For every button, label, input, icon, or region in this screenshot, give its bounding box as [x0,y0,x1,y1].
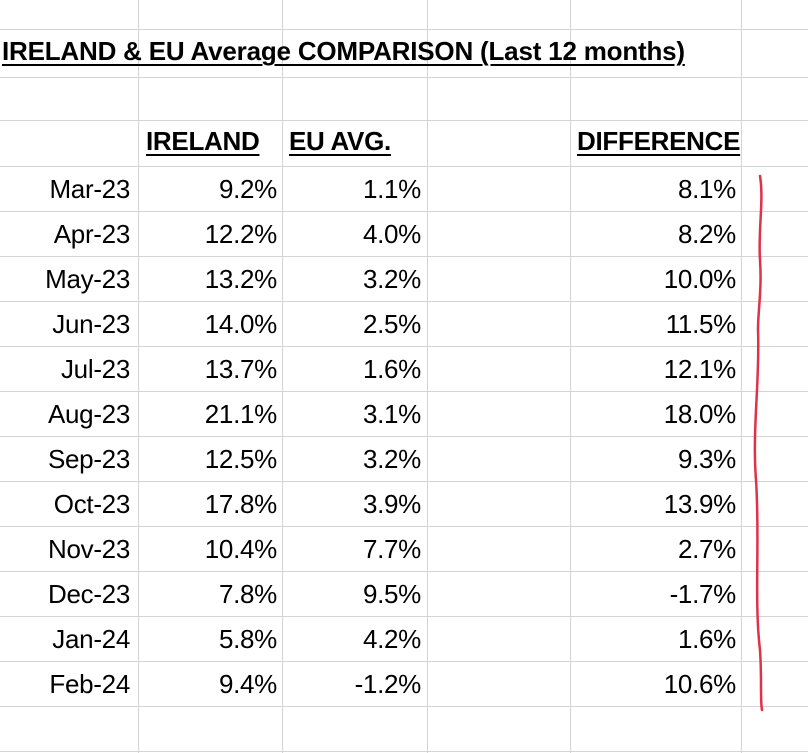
eu-avg-cell: 3.2% [362,444,421,474]
row-gridline [0,301,808,302]
row-gridline [0,751,808,752]
eu-avg-cell: 3.2% [362,264,421,294]
month-cell: May-23 [45,264,130,294]
ireland-cell: 5.8% [218,624,277,654]
table-row: Oct-23 17.8% 3.9% 13.9% [0,482,808,527]
month-cell: Feb-24 [49,669,130,699]
difference-cell: 12.1% [663,354,737,384]
difference-cell: 18.0% [663,399,737,429]
month-cell: Jul-23 [60,354,130,384]
column-gridline [570,0,571,753]
difference-cell: 2.7% [677,534,736,564]
month-cell: Aug-23 [47,399,130,429]
eu-avg-cell: 3.9% [362,489,421,519]
bracket-stroke [753,174,764,712]
eu-avg-cell: 2.5% [362,309,421,339]
table-row: Sep-23 12.5% 3.2% 9.3% [0,437,808,482]
table-row: Nov-23 10.4% 7.7% 2.7% [0,527,808,572]
row-gridline [0,526,808,527]
difference-cell: 13.9% [663,489,737,519]
header-eu-avg: EU AVG. [289,126,391,156]
row-gridline [0,346,808,347]
month-cell: Nov-23 [47,534,130,564]
eu-avg-cell: -1.2% [354,669,422,699]
difference-cell: 8.2% [677,219,736,249]
difference-cell: 11.5% [665,309,737,339]
difference-cell: 1.6% [677,624,736,654]
ireland-cell: 21.1% [204,399,278,429]
header-difference: DIFFERENCE [577,126,741,156]
month-cell: Oct-23 [53,489,131,519]
eu-avg-cell: 1.1% [362,174,421,204]
eu-avg-cell: 1.6% [362,354,421,384]
row-gridline [0,77,808,78]
ireland-cell: 7.8% [218,579,277,609]
ireland-cell: 13.2% [204,264,278,294]
table-row: Aug-23 21.1% 3.1% 18.0% [0,392,808,437]
table-row: Jan-24 5.8% 4.2% 1.6% [0,617,808,662]
row-gridline [0,571,808,572]
eu-avg-cell: 4.0% [362,219,421,249]
month-cell: Apr-23 [53,219,131,249]
row-gridline [0,436,808,437]
row-gridline [0,29,808,30]
row-gridline [0,166,808,167]
table-row: Dec-23 7.8% 9.5% -1.7% [0,572,808,617]
difference-cell: 9.3% [677,444,736,474]
row-gridline [0,481,808,482]
month-cell: Sep-23 [47,444,130,474]
sheet-title: IRELAND & EU Average COMPARISON (Last 12… [2,36,685,66]
ireland-cell: 9.4% [218,669,277,699]
table-row: Mar-23 9.2% 1.1% 8.1% [0,167,808,212]
column-gridline [282,0,283,753]
month-cell: Dec-23 [47,579,130,609]
eu-avg-cell: 4.2% [362,624,421,654]
row-gridline [0,211,808,212]
month-cell: Jan-24 [52,624,130,654]
row-gridline [0,120,808,121]
difference-cell: -1.7% [669,579,737,609]
eu-avg-cell: 7.7% [362,534,421,564]
column-gridline [741,0,742,753]
row-gridline [0,661,808,662]
ireland-cell: 9.2% [218,174,277,204]
difference-cell: 10.0% [663,264,737,294]
row-gridline [0,391,808,392]
row-gridline [0,256,808,257]
eu-avg-cell: 9.5% [362,579,421,609]
ireland-cell: 12.2% [204,219,278,249]
month-cell: Jun-23 [52,309,130,339]
table-row: Jun-23 14.0% 2.5% 11.5% [0,302,808,347]
header-ireland: IRELAND [146,126,260,156]
table-row: Jul-23 13.7% 1.6% 12.1% [0,347,808,392]
ireland-cell: 12.5% [204,444,278,474]
ireland-cell: 17.8% [204,489,278,519]
column-gridline [427,0,428,753]
table-row: Feb-24 9.4% -1.2% 10.6% [0,662,808,707]
row-gridline [0,616,808,617]
month-cell: Mar-23 [49,174,130,204]
column-gridline [138,0,139,753]
row-gridline [0,706,808,707]
ireland-cell: 10.4% [204,534,278,564]
table-row: Apr-23 12.2% 4.0% 8.2% [0,212,808,257]
table-row: May-23 13.2% 3.2% 10.0% [0,257,808,302]
difference-cell: 8.1% [677,174,736,204]
difference-cell: 10.6% [663,669,737,699]
eu-avg-cell: 3.1% [362,399,421,429]
ireland-cell: 14.0% [204,309,278,339]
ireland-cell: 13.7% [204,354,278,384]
